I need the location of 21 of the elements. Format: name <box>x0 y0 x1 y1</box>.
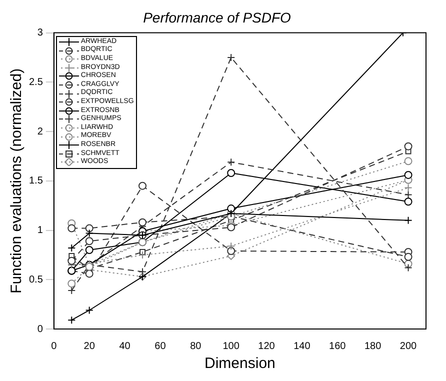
x-tick-label: 0 <box>51 340 58 352</box>
x-tick-label: 140 <box>294 340 311 352</box>
x-tick-label: 180 <box>364 340 382 352</box>
y-tick-label: 3 <box>37 28 44 39</box>
y-tick-label: 0 <box>37 324 44 335</box>
y-axis-title: Function evaluations (normalized) <box>8 68 26 294</box>
y-tick-label: 2.5 <box>28 76 44 88</box>
chart-title: Performance of PSDFO <box>143 9 292 26</box>
x-tick-label: 160 <box>329 340 346 352</box>
x-tick-label: 40 <box>119 340 131 352</box>
x-axis-title: Dimension <box>204 355 276 372</box>
y-tick-label: 0.5 <box>28 274 44 286</box>
y-tick-label: 2 <box>37 126 44 138</box>
x-tick-label: 120 <box>258 340 276 352</box>
y-tick-label: 1.5 <box>28 176 44 187</box>
x-tick-label: 100 <box>222 340 240 352</box>
x-tick-label: 20 <box>84 340 96 352</box>
x-tick-label: 60 <box>154 340 166 352</box>
x-tick-label: 200 <box>400 340 418 352</box>
x-tick-label: 80 <box>190 340 202 352</box>
y-tick-label: 1 <box>37 225 44 236</box>
